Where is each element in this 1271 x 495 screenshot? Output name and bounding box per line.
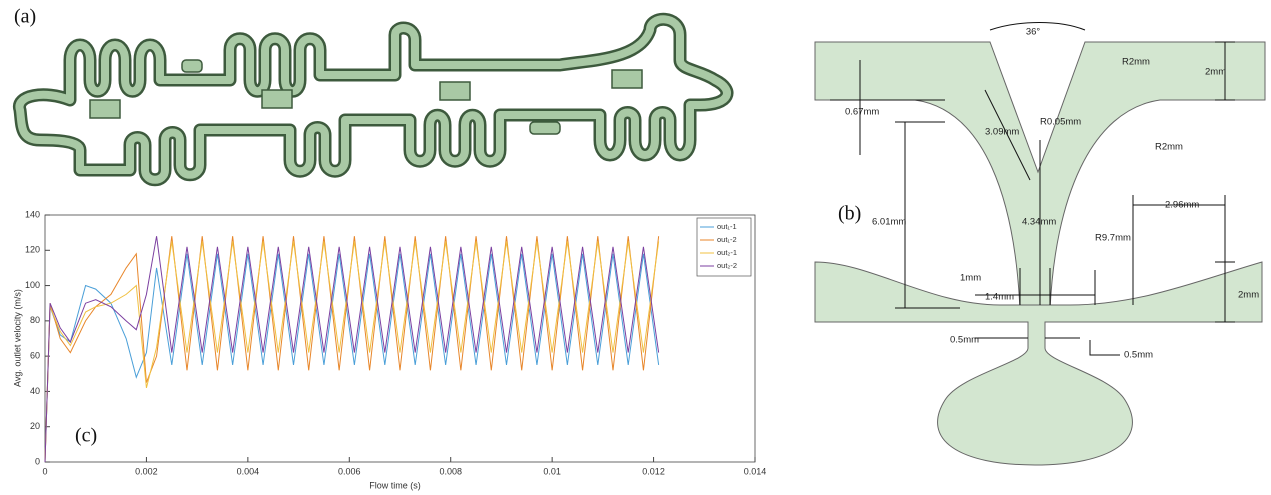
chambers [89, 59, 643, 135]
dim-label: R9.7mm [1095, 233, 1131, 244]
series-line [44, 236, 660, 463]
x-axis-label: Flow time (s) [369, 480, 421, 490]
dim-line [975, 268, 1096, 305]
chamber [611, 69, 643, 89]
dim-label: 4.34mm [1022, 217, 1056, 228]
chamber [89, 99, 121, 119]
chamber [439, 81, 471, 101]
dimension-lines [830, 22, 1235, 356]
dim-line [1215, 261, 1235, 323]
dim-line [895, 121, 960, 309]
dim-label: 1.4mm [985, 292, 1014, 303]
dim-label: 3.09mm [985, 127, 1019, 138]
plot-frame [44, 214, 756, 463]
panel-label: (c) [75, 425, 97, 447]
y-tick-label: 80 [30, 315, 40, 325]
dim-line [1132, 195, 1226, 305]
legend-label: out₁-2 [717, 235, 737, 244]
y-axis-label: Avg. outlet velocity (m/s) [12, 289, 22, 387]
y-tick-label: 140 [25, 209, 40, 219]
dim-line [830, 60, 945, 155]
dim-line [984, 89, 1031, 181]
dim-label: R2mm [1122, 57, 1150, 68]
line-chart: Flow time (s) Avg. outlet velocity (m/s)… [12, 209, 766, 490]
y-tick-label: 100 [25, 280, 40, 290]
series-line [44, 253, 660, 463]
dim-label: R0.05mm [1040, 117, 1081, 128]
dim-label: 36° [1026, 27, 1041, 38]
y-tick-label: 0 [35, 456, 40, 466]
dim-label: 2mm [1205, 67, 1226, 78]
x-tick-label: 0.006 [338, 466, 361, 476]
dim-line [989, 22, 1086, 31]
x-tick-label: 0.002 [135, 466, 158, 476]
y-tick-label: 60 [30, 351, 40, 361]
dim-line [975, 337, 1120, 356]
dim-line [1215, 41, 1235, 101]
dim-label: 0.5mm [950, 335, 979, 346]
serpentine-render [13, 12, 734, 187]
dim-label: R2mm [1155, 142, 1183, 153]
legend-label: out₂-1 [717, 248, 737, 257]
dim-label: 2mm [1238, 290, 1259, 301]
chamber [261, 89, 293, 109]
x-tick-label: 0.01 [543, 466, 561, 476]
x-tick-label: 0.004 [237, 466, 260, 476]
panel-label: (b) [838, 203, 861, 225]
x-tick-label: 0.014 [744, 466, 767, 476]
series-line [44, 236, 660, 463]
junction [529, 121, 561, 135]
y-junction-drawing [814, 22, 1266, 466]
x-tick-label: 0 [42, 466, 47, 476]
dim-label: 2.96mm [1165, 200, 1199, 211]
dim-label: 1mm [960, 273, 981, 284]
legend: out₁-1 out₁-2 out₂-1 out₂-2 [696, 217, 752, 277]
dim-label: 0.67mm [845, 107, 879, 118]
dim-label: 0.5mm [1124, 350, 1153, 361]
panel-label: (a) [14, 6, 36, 28]
legend-label: out₁-1 [717, 222, 737, 231]
y-tick-label: 120 [25, 245, 40, 255]
dimension-labels: 36° R2mm 2mm 0.67mm 3.09mm R0.05mm R2mm … [845, 27, 1259, 361]
bottom-channel [814, 261, 1263, 466]
channel-body [15, 15, 731, 184]
channel-outline [13, 12, 734, 187]
legend-label: out₂-2 [717, 261, 737, 270]
junction [181, 59, 203, 73]
x-tick-label: 0.012 [642, 466, 665, 476]
dim-label: 6.01mm [872, 217, 906, 228]
y-tick-label: 40 [30, 386, 40, 396]
x-tick-label: 0.008 [439, 466, 462, 476]
y-tick-label: 20 [30, 421, 40, 431]
